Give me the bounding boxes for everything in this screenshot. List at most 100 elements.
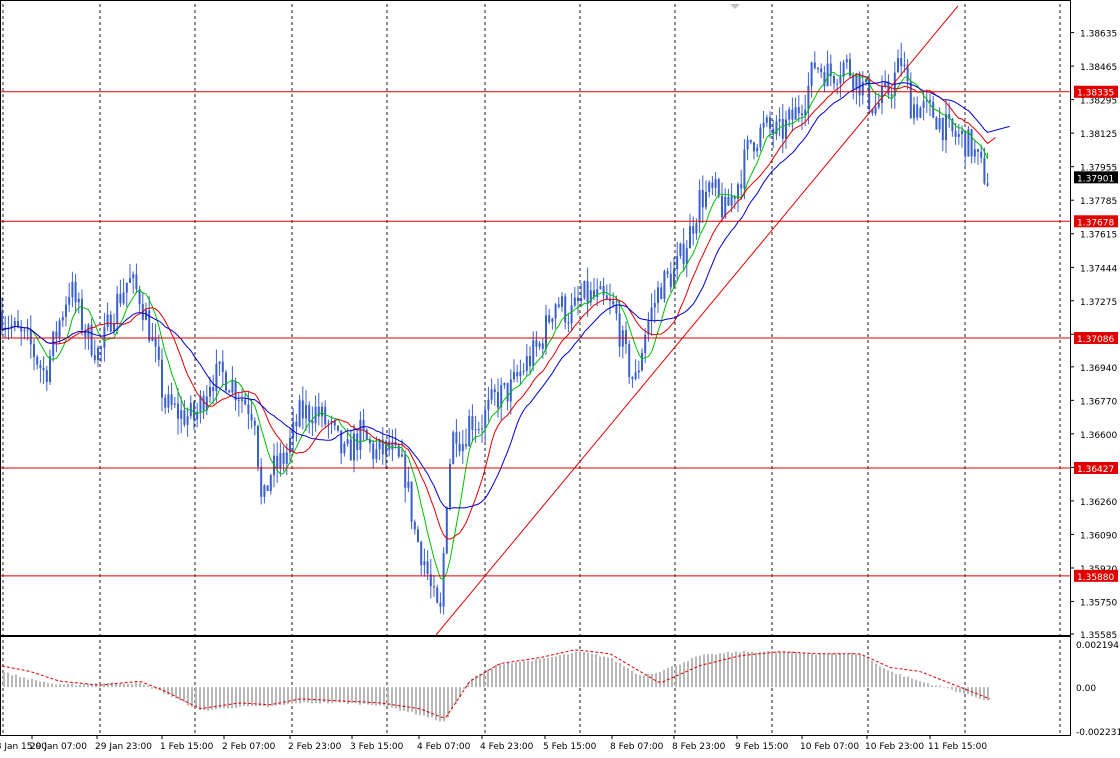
candle-body-264 xyxy=(845,59,848,63)
candle-body-306 xyxy=(980,151,983,158)
candle-body-216 xyxy=(692,226,695,234)
candle-body-179 xyxy=(573,297,576,306)
candle-body-83 xyxy=(266,485,269,491)
candle-body-286 xyxy=(916,104,919,118)
candle-body-8 xyxy=(26,329,29,331)
candle-body-134 xyxy=(429,574,432,587)
horizontal-levels xyxy=(0,91,1070,577)
candle-body-289 xyxy=(925,99,928,102)
candle-body-159 xyxy=(509,379,512,402)
candle-body-247 xyxy=(791,109,794,120)
candle-body-79 xyxy=(253,420,256,426)
candle-body-149 xyxy=(477,429,480,431)
candle-body-152 xyxy=(487,399,490,410)
candle-body-23 xyxy=(74,281,77,303)
time-tick-label-13: 10 Feb 07:00 xyxy=(800,742,859,752)
candle-body-198 xyxy=(634,372,637,380)
candle-body-78 xyxy=(250,413,253,421)
candle-body-136 xyxy=(436,587,439,603)
candle-body-169 xyxy=(541,343,544,349)
candle-body-131 xyxy=(420,541,423,566)
candle-body-0 xyxy=(1,311,3,331)
candle-body-296 xyxy=(948,114,951,120)
candle-body-30 xyxy=(97,347,99,361)
candle-body-245 xyxy=(785,119,787,139)
trendline-group xyxy=(435,5,959,636)
candle-body-133 xyxy=(426,561,429,575)
candle-body-297 xyxy=(951,119,954,132)
candle-body-170 xyxy=(545,315,547,349)
candle-body-33 xyxy=(106,314,109,327)
candle-body-151 xyxy=(484,409,487,429)
price-tick-label-12: 1.36600 xyxy=(1080,431,1117,441)
time-tick-label-1: 29 Jan 07:00 xyxy=(30,742,87,752)
candle-body-182 xyxy=(583,281,586,299)
candle-body-295 xyxy=(945,114,947,141)
candle-body-9 xyxy=(29,329,32,345)
candle-body-274 xyxy=(877,103,880,108)
candle-body-195 xyxy=(625,330,627,345)
candle-body-34 xyxy=(109,314,112,332)
candle-body-206 xyxy=(660,287,663,299)
candle-body-24 xyxy=(77,298,80,303)
candle-body-212 xyxy=(679,243,682,257)
candle-body-282 xyxy=(903,64,906,67)
time-tick-label-3: 1 Feb 15:00 xyxy=(160,742,214,752)
ma-mid-line xyxy=(1,73,996,540)
candle-body-208 xyxy=(666,271,669,274)
time-tick-label-0: 28 Jan 15:00 xyxy=(0,742,47,752)
candle-body-281 xyxy=(900,57,903,67)
candle-body-255 xyxy=(817,68,819,70)
candle-body-129 xyxy=(413,521,416,530)
candle-body-271 xyxy=(868,79,871,110)
candle-body-86 xyxy=(276,455,279,468)
candle-body-87 xyxy=(279,452,282,468)
main-frame xyxy=(0,0,1071,736)
candle-body-176 xyxy=(564,296,567,323)
candle-body-188 xyxy=(602,285,605,296)
candle-body-291 xyxy=(932,101,935,118)
candle-body-63 xyxy=(202,395,205,411)
candle-body-27 xyxy=(87,324,90,337)
candle-body-283 xyxy=(906,64,909,82)
candle-body-209 xyxy=(669,273,672,288)
candle-body-235 xyxy=(753,142,755,152)
candle-body-107 xyxy=(343,443,346,454)
candle-body-77 xyxy=(247,404,250,414)
candle-body-28 xyxy=(90,324,93,356)
candle-body-15 xyxy=(49,356,51,383)
candle-body-102 xyxy=(327,423,330,425)
ma-fast-line xyxy=(1,71,989,581)
candle-body-215 xyxy=(689,226,691,249)
candle-body-293 xyxy=(938,118,941,130)
candle-body-221 xyxy=(708,182,711,192)
candle-body-90 xyxy=(289,437,291,453)
candle-body-214 xyxy=(685,248,688,265)
candle-body-94 xyxy=(301,400,304,419)
candle-body-96 xyxy=(308,405,311,421)
price-tick-label-10: 1.36940 xyxy=(1080,364,1117,374)
candle-body-31 xyxy=(100,347,103,349)
candle-body-4 xyxy=(13,321,16,326)
candle-body-7 xyxy=(23,330,26,332)
candle-body-92 xyxy=(295,421,298,427)
candle-body-262 xyxy=(839,76,842,84)
candle-body-17 xyxy=(55,331,58,338)
candle-body-147 xyxy=(471,416,474,430)
candle-body-20 xyxy=(65,304,67,317)
candle-body-49 xyxy=(157,346,160,360)
candle-body-139 xyxy=(445,507,448,554)
candle-body-248 xyxy=(794,107,797,120)
candle-body-119 xyxy=(381,439,384,455)
oscillator-tick-label-1: 0.00 xyxy=(1076,684,1096,694)
candle-body-109 xyxy=(349,439,352,461)
candle-body-166 xyxy=(532,340,535,367)
price-tick-label-14: 1.36260 xyxy=(1080,498,1117,508)
candle-body-73 xyxy=(234,381,237,401)
candle-body-193 xyxy=(618,313,621,347)
candle-body-124 xyxy=(397,445,400,457)
oscillator-tick-label-0: 0.002194 xyxy=(1076,641,1119,651)
time-tick-label-15: 11 Feb 15:00 xyxy=(928,742,987,752)
candle-body-72 xyxy=(231,381,234,393)
candle-body-260 xyxy=(833,76,835,84)
